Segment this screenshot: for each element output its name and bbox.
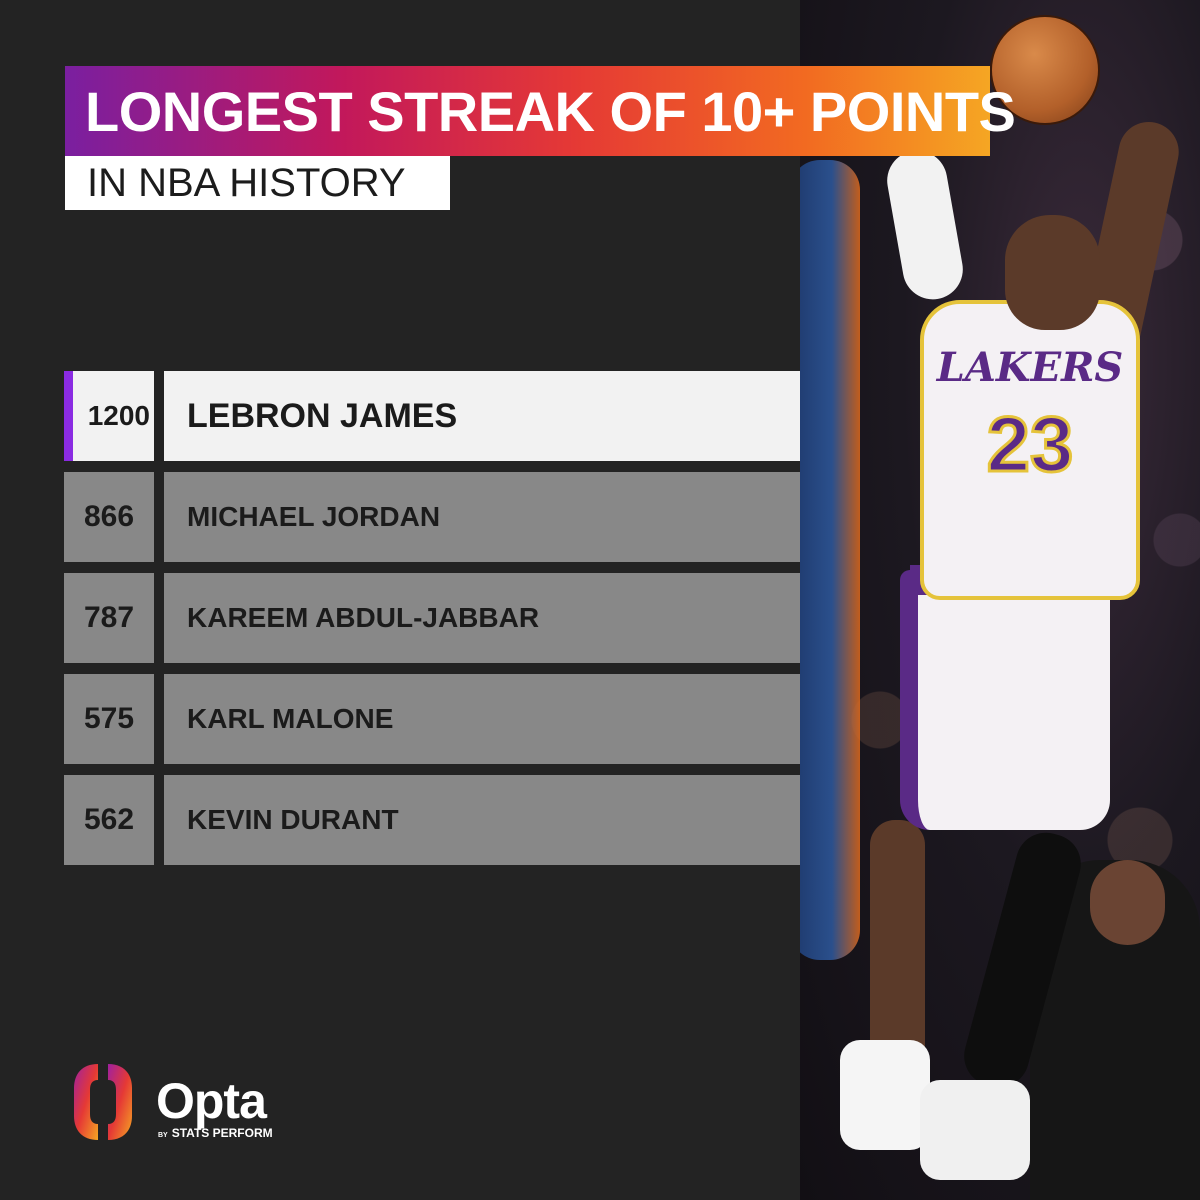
ranking-row: 787 KAREEM ABDUL-JABBAR	[64, 573, 800, 663]
player-head	[1005, 215, 1100, 330]
row-player-name: KEVIN DURANT	[164, 775, 800, 865]
player-photo: LAKERS 23	[800, 0, 1200, 1200]
subtitle-bar: IN NBA HISTORY	[65, 156, 450, 210]
player-shoe-right	[920, 1080, 1030, 1180]
player-shoe-left	[840, 1040, 930, 1150]
page-subtitle: IN NBA HISTORY	[87, 160, 406, 205]
logo-company: STATS PERFORM	[171, 1126, 273, 1140]
ranking-row: 1200 LEBRON JAMES	[64, 371, 800, 461]
opta-logo: Opta BY STATS PERFORM	[72, 1062, 372, 1152]
player-shorts	[900, 570, 1110, 830]
row-value: 575	[64, 674, 154, 764]
row-value: 787	[64, 573, 154, 663]
jersey-number: 23	[985, 399, 1075, 490]
opta-logo-icon	[74, 1064, 132, 1140]
title-bar: LONGEST STREAK OF 10+ POINTS	[65, 66, 1016, 156]
row-value: 562	[64, 775, 154, 865]
ranking-row: 866 MICHAEL JORDAN	[64, 472, 800, 562]
row-player-name: KARL MALONE	[164, 674, 800, 764]
ranking-list: 1200 LEBRON JAMES 866 MICHAEL JORDAN 787…	[64, 371, 800, 876]
opta-byline: BY STATS PERFORM	[158, 1126, 273, 1140]
opponent-player	[800, 160, 860, 960]
row-value: 1200	[64, 371, 154, 461]
logo-by: BY	[158, 1132, 168, 1139]
player-jersey: LAKERS 23	[920, 300, 1140, 600]
opta-wordmark: Opta	[156, 1073, 267, 1129]
row-player-name: KAREEM ABDUL-JABBAR	[164, 573, 800, 663]
row-value: 866	[64, 472, 154, 562]
row-player-name: LEBRON JAMES	[164, 371, 800, 461]
jersey-text: LAKERS	[936, 344, 1124, 391]
ranking-row: 575 KARL MALONE	[64, 674, 800, 764]
basketball-icon	[990, 15, 1100, 125]
page-title: LONGEST STREAK OF 10+ POINTS	[85, 79, 1016, 143]
coach-head	[1090, 860, 1165, 945]
player-leg-left	[870, 820, 925, 1070]
ranking-row: 562 KEVIN DURANT	[64, 775, 800, 865]
row-player-name: MICHAEL JORDAN	[164, 472, 800, 562]
